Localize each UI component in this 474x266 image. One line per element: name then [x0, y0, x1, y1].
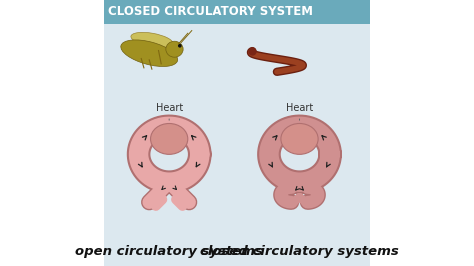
Ellipse shape: [151, 123, 188, 154]
Text: Heart: Heart: [286, 103, 313, 120]
Bar: [104, 34, 370, 35]
Text: Heart: Heart: [155, 103, 183, 120]
Text: CLOSED CIRCULATORY SYSTEM: CLOSED CIRCULATORY SYSTEM: [108, 6, 313, 18]
Ellipse shape: [131, 32, 173, 47]
Bar: [104, 39, 370, 40]
Text: closed circulatory systems: closed circulatory systems: [200, 245, 399, 258]
Bar: [104, 35, 370, 36]
Ellipse shape: [166, 41, 183, 57]
Bar: [104, 38, 370, 39]
Ellipse shape: [281, 123, 318, 154]
Circle shape: [178, 44, 182, 48]
Bar: [104, 33, 370, 34]
Text: open circulatory systems: open circulatory systems: [75, 245, 263, 258]
Bar: [104, 0, 370, 24]
Ellipse shape: [121, 40, 178, 66]
Bar: [104, 32, 370, 33]
